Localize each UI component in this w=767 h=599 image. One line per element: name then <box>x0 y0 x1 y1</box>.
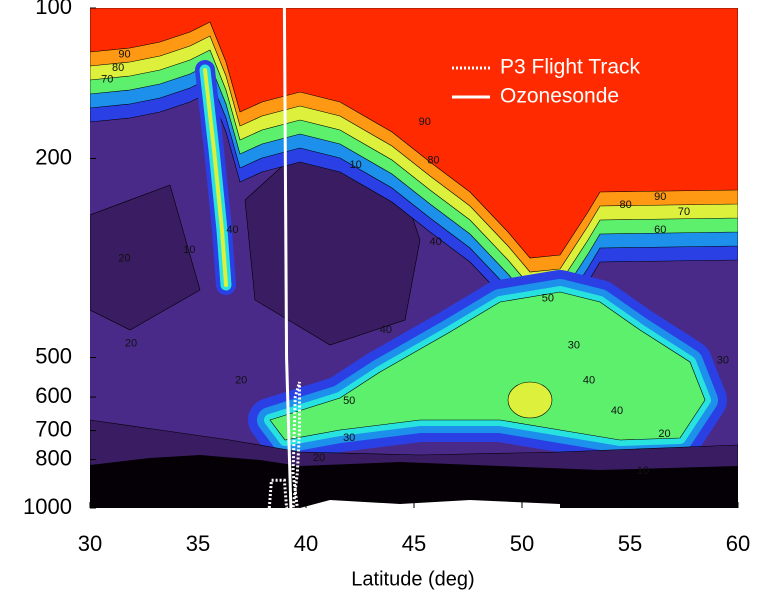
contour-label: 80 <box>427 155 439 167</box>
contour-label: 50 <box>343 395 355 407</box>
contour-label: 40 <box>429 236 441 248</box>
contour-label: 60 <box>654 224 666 236</box>
plot-area: 9080701090809080706040102040504020205030… <box>90 8 738 508</box>
contour-label: 90 <box>654 191 666 203</box>
contour-label: 20 <box>658 428 670 440</box>
series-line <box>267 381 302 508</box>
legend-label: P3 Flight Track <box>500 56 641 79</box>
x-tick-label: 30 <box>78 531 102 556</box>
contour-fill <box>90 455 738 508</box>
contour-fill <box>507 381 553 419</box>
contour-label: 70 <box>101 73 113 85</box>
y-tick-label: 200 <box>35 144 72 169</box>
series-line <box>282 8 293 508</box>
x-tick-label: 45 <box>402 531 426 556</box>
y-tick-label: 1000 <box>23 494 72 519</box>
contour-label: 50 <box>542 292 554 304</box>
y-tick-label: 800 <box>35 445 72 470</box>
contour-label: 30 <box>717 354 729 366</box>
contour-label: 80 <box>112 62 124 74</box>
x-tick-label: 50 <box>510 531 534 556</box>
x-tick-label: 60 <box>726 531 750 556</box>
contour-fill <box>300 500 560 508</box>
contour-fill <box>269 291 706 441</box>
contour-label: 40 <box>583 374 595 386</box>
contour-label: 90 <box>118 49 130 61</box>
contour-label: 40 <box>611 405 623 417</box>
contour-label: 20 <box>125 337 137 349</box>
contour-label: 40 <box>226 224 238 236</box>
contour-fill <box>90 184 201 331</box>
contour-label: 90 <box>419 116 431 128</box>
contour-label: 20 <box>313 452 325 464</box>
x-tick-label: 40 <box>294 531 318 556</box>
contour-label: 20 <box>118 252 130 264</box>
legend-label: Ozonesonde <box>500 85 619 108</box>
x-tick-label: 55 <box>618 531 642 556</box>
contour-label: 10 <box>183 244 195 256</box>
contour-label: 80 <box>620 199 632 211</box>
contour-fill <box>90 8 738 259</box>
contour-label: 30 <box>568 339 580 351</box>
x-axis-label: Latitude (deg) <box>351 568 474 590</box>
y-tick-label: 500 <box>35 343 72 368</box>
y-tick-label: 700 <box>35 416 72 441</box>
y-tick-label: 100 <box>35 0 72 19</box>
contour-label: 30 <box>343 432 355 444</box>
contour-label: 20 <box>235 374 247 386</box>
contour-label: 40 <box>380 324 392 336</box>
contour-label: 10 <box>637 465 649 477</box>
contour-label: 10 <box>350 159 362 171</box>
contour-label: 70 <box>678 206 690 218</box>
y-tick-label: 600 <box>35 383 72 408</box>
x-tick-label: 35 <box>186 531 210 556</box>
contour-fill <box>203 68 228 287</box>
